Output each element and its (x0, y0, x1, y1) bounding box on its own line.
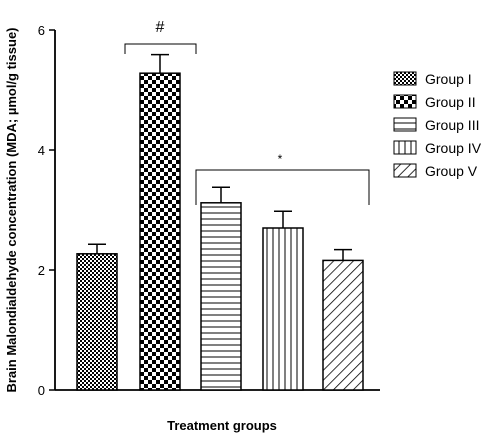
x-axis-title: Treatment groups (167, 418, 277, 433)
annotations-group: #* (124, 19, 370, 205)
bar-3 (200, 202, 242, 391)
legend-label-2: Group II (425, 94, 476, 110)
legend-label-5: Group V (425, 163, 478, 179)
significance-marker-hash: # (156, 19, 165, 36)
y-tick-label: 4 (38, 143, 45, 158)
y-axis-title: Brain Malondialdehyde concentration (MDA… (4, 27, 19, 392)
legend: Group I Group II Group III Group IV Group V (393, 71, 482, 179)
y-tick-label: 6 (38, 23, 45, 38)
legend-label-3: Group III (425, 117, 479, 133)
legend-label-4: Group IV (425, 140, 482, 156)
significance-marker-star: * (278, 152, 283, 166)
bar-1 (76, 253, 118, 391)
significance-bracket-hash (124, 43, 197, 54)
legend-label-1: Group I (425, 71, 472, 87)
y-tick-label: 2 (38, 263, 45, 278)
significance-bracket-star (195, 169, 370, 205)
legend-swatch-3 (393, 117, 417, 132)
legend-swatch-4 (393, 140, 417, 155)
bars-group (76, 53, 364, 391)
bar-5 (322, 259, 364, 391)
legend-swatch-1 (393, 71, 417, 86)
y-tick-label: 0 (38, 383, 45, 398)
legend-swatch-2 (393, 94, 417, 109)
bar-4 (262, 227, 304, 391)
bar-2 (139, 72, 181, 391)
legend-swatch-5 (393, 163, 417, 178)
